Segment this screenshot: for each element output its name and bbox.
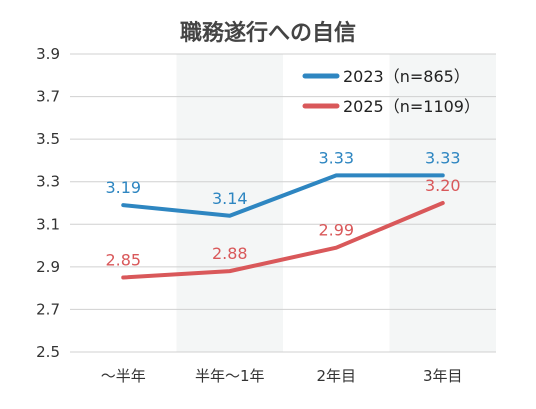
y-tick-label: 3.1 xyxy=(36,215,60,233)
x-tick-label: 〜半年 xyxy=(101,367,146,385)
data-label: 3.19 xyxy=(105,178,141,197)
x-tick-label: 半年〜1年 xyxy=(195,367,265,385)
data-label: 2.88 xyxy=(212,244,248,263)
data-label: 3.20 xyxy=(425,176,461,195)
y-tick-label: 2.5 xyxy=(36,343,60,361)
data-label: 3.14 xyxy=(212,189,248,208)
series-line-1 xyxy=(121,201,445,280)
legend: 2023（n=865） 2025（n=1109） xyxy=(302,67,480,116)
data-label: 2.85 xyxy=(105,251,141,270)
data-label: 3.33 xyxy=(425,148,461,167)
chart-title: 職務遂行への自信 xyxy=(180,20,356,46)
x-axis-ticks: 〜半年 半年〜1年 2年目 3年目 xyxy=(101,367,463,385)
y-tick-label: 3.7 xyxy=(36,88,60,106)
data-labels: 3.19 3.14 3.33 3.33 2.85 2.88 2.99 3.20 xyxy=(105,148,460,269)
y-tick-label: 2.9 xyxy=(36,258,60,276)
y-tick-label: 2.7 xyxy=(36,300,60,318)
x-tick-label: 3年目 xyxy=(423,367,463,385)
legend-label: 2025（n=1109） xyxy=(343,97,480,116)
y-tick-label: 3.5 xyxy=(36,130,60,148)
y-tick-label: 3.3 xyxy=(36,173,60,191)
y-tick-label: 3.9 xyxy=(36,45,60,63)
data-label: 3.33 xyxy=(318,148,354,167)
legend-label: 2023（n=865） xyxy=(343,67,470,86)
y-axis-ticks: 2.5 2.7 2.9 3.1 3.3 3.5 3.7 3.9 xyxy=(36,45,60,361)
x-tick-label: 2年目 xyxy=(316,367,356,385)
series-line-0 xyxy=(121,173,445,218)
data-label: 2.99 xyxy=(318,221,354,240)
gridlines xyxy=(70,53,496,353)
series-lines xyxy=(121,173,445,280)
